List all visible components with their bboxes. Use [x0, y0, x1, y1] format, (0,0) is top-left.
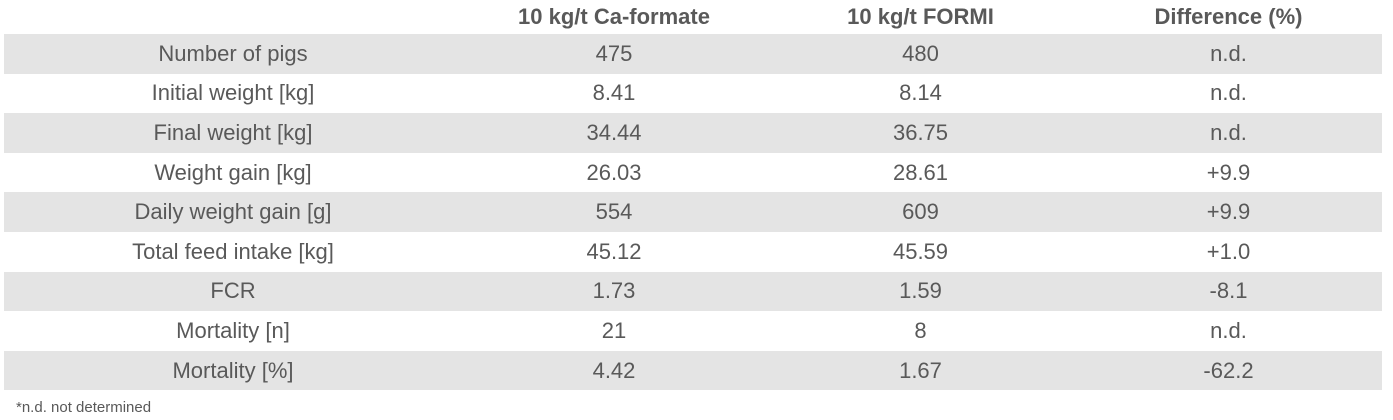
- table-cell: n.d.: [1075, 113, 1382, 153]
- table-cell: 8.41: [592, 80, 636, 106]
- table-cell: 1.59: [766, 271, 1075, 312]
- table-cell: 480: [766, 34, 1075, 74]
- table-cell: n.d.: [1075, 34, 1382, 74]
- column-header: [4, 0, 462, 34]
- table-cell: 21: [601, 317, 627, 343]
- table-cell: n.d.: [1210, 80, 1247, 106]
- table-row: Weight gain [kg] 26.03 28.61 +9.9: [4, 153, 1382, 193]
- table-cell: -62.2: [1075, 350, 1382, 391]
- row-label: Initial weight [kg]: [151, 80, 315, 106]
- table-cell: 554: [462, 192, 766, 232]
- table-row: FCR 1.73 1.59 -8.1: [4, 271, 1382, 312]
- table-cell: 8: [914, 317, 927, 343]
- row-label: Number of pigs: [4, 34, 462, 74]
- table-cell: 8.14: [899, 80, 942, 106]
- table-row: Number of pigs 475 480 n.d.: [4, 34, 1382, 74]
- row-label: FCR: [4, 271, 462, 312]
- table-row: Mortality [n] 21 8 n.d.: [4, 311, 1382, 351]
- table-cell: -8.1: [1075, 271, 1382, 312]
- table-cell: 475: [462, 34, 766, 74]
- table-cell: 34.44: [462, 113, 766, 153]
- table-row: Final weight [kg] 34.44 36.75 n.d.: [4, 113, 1382, 153]
- table-cell: 26.03: [586, 159, 642, 185]
- table-cell: +9.9: [1075, 192, 1382, 232]
- table-cell: +1.0: [1206, 238, 1251, 264]
- row-label: Daily weight gain [g]: [4, 192, 462, 232]
- table-cell: 45.12: [586, 238, 642, 264]
- column-header: 10 kg/t Ca-formate: [518, 4, 710, 29]
- table-row: Mortality [%] 4.42 1.67 -62.2: [4, 350, 1382, 391]
- row-label: Final weight [kg]: [4, 113, 462, 153]
- data-table: 10 kg/t Ca-formate 10 kg/t FORMI Differenc…: [4, 0, 1382, 391]
- table-cell: 1.73: [462, 271, 766, 312]
- table-cell: 609: [766, 192, 1075, 232]
- table-cell: n.d.: [1210, 317, 1247, 343]
- table-row: Daily weight gain [g] 554 609 +9.9: [4, 192, 1382, 232]
- row-label: Weight gain [kg]: [154, 159, 312, 185]
- table-cell: 4.42: [462, 350, 766, 391]
- column-header: Difference (%): [1154, 4, 1303, 29]
- table-body: Number of pigs 475 480 n.d. Initial weight […: [4, 34, 1382, 391]
- table-cell: 36.75: [766, 113, 1075, 153]
- table-cell: 28.61: [892, 159, 949, 185]
- row-label: Total feed intake [kg]: [132, 238, 334, 264]
- footnote: *n.d. not determined: [16, 399, 152, 416]
- table-cell: 1.67: [766, 350, 1075, 391]
- header-row: 10 kg/t Ca-formate 10 kg/t FORMI Differenc…: [4, 0, 1382, 34]
- row-label: Mortality [n]: [176, 317, 290, 343]
- row-label: Mortality [%]: [4, 350, 462, 391]
- column-header: 10 kg/t FORMI: [847, 4, 994, 29]
- table-cell: +9.9: [1206, 159, 1251, 185]
- table-cell: 45.59: [892, 238, 949, 264]
- table-row: Total feed intake [kg] 45.12 45.59 +1.0: [4, 232, 1382, 272]
- table-row: Initial weight [kg] 8.41 8.14 n.d.: [4, 74, 1382, 114]
